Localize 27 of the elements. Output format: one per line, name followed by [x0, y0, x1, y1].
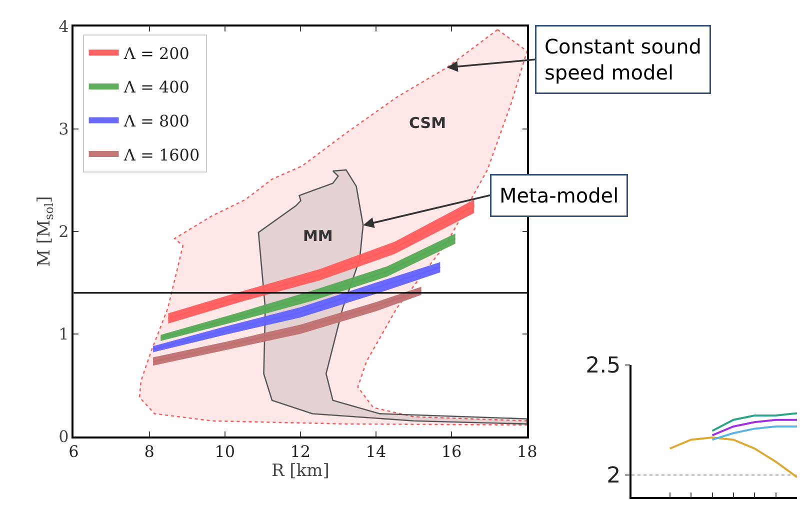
x-tick-label: 6: [68, 442, 79, 462]
x-tick-label: 18: [516, 442, 538, 462]
y-tick-label: 2: [606, 464, 621, 489]
y-tick-label: 3: [58, 120, 69, 139]
legend-label: Λ = 1600: [122, 145, 200, 164]
y-tick-label: 0: [58, 426, 69, 446]
annotation: Meta-model: [500, 184, 619, 208]
y-tick-label: 2: [58, 222, 69, 241]
legend-label: Λ = 800: [122, 111, 190, 130]
y-tick-label: 2.5: [586, 354, 621, 379]
x-tick-label: 16: [441, 442, 462, 462]
x-tick-label: 14: [366, 442, 386, 462]
annotation: Constant sound speed model: [544, 34, 702, 84]
annotation: CSM: [409, 114, 446, 132]
x-tick-label: 10: [214, 442, 236, 462]
x-axis-title: R [km]: [271, 461, 330, 482]
y-tick-label: 4: [58, 17, 69, 36]
line-series: [711, 418, 797, 436]
line-series: [668, 436, 797, 478]
x-tick-label: 12: [290, 442, 311, 462]
line-series: [711, 426, 797, 441]
line-series: [711, 412, 797, 432]
x-tick-label: 8: [144, 442, 154, 462]
legend-label: Λ = 200: [122, 44, 190, 63]
y-tick-label: 1: [58, 324, 69, 344]
legend-label: Λ = 400: [122, 78, 190, 97]
annotation: MM: [303, 227, 333, 245]
